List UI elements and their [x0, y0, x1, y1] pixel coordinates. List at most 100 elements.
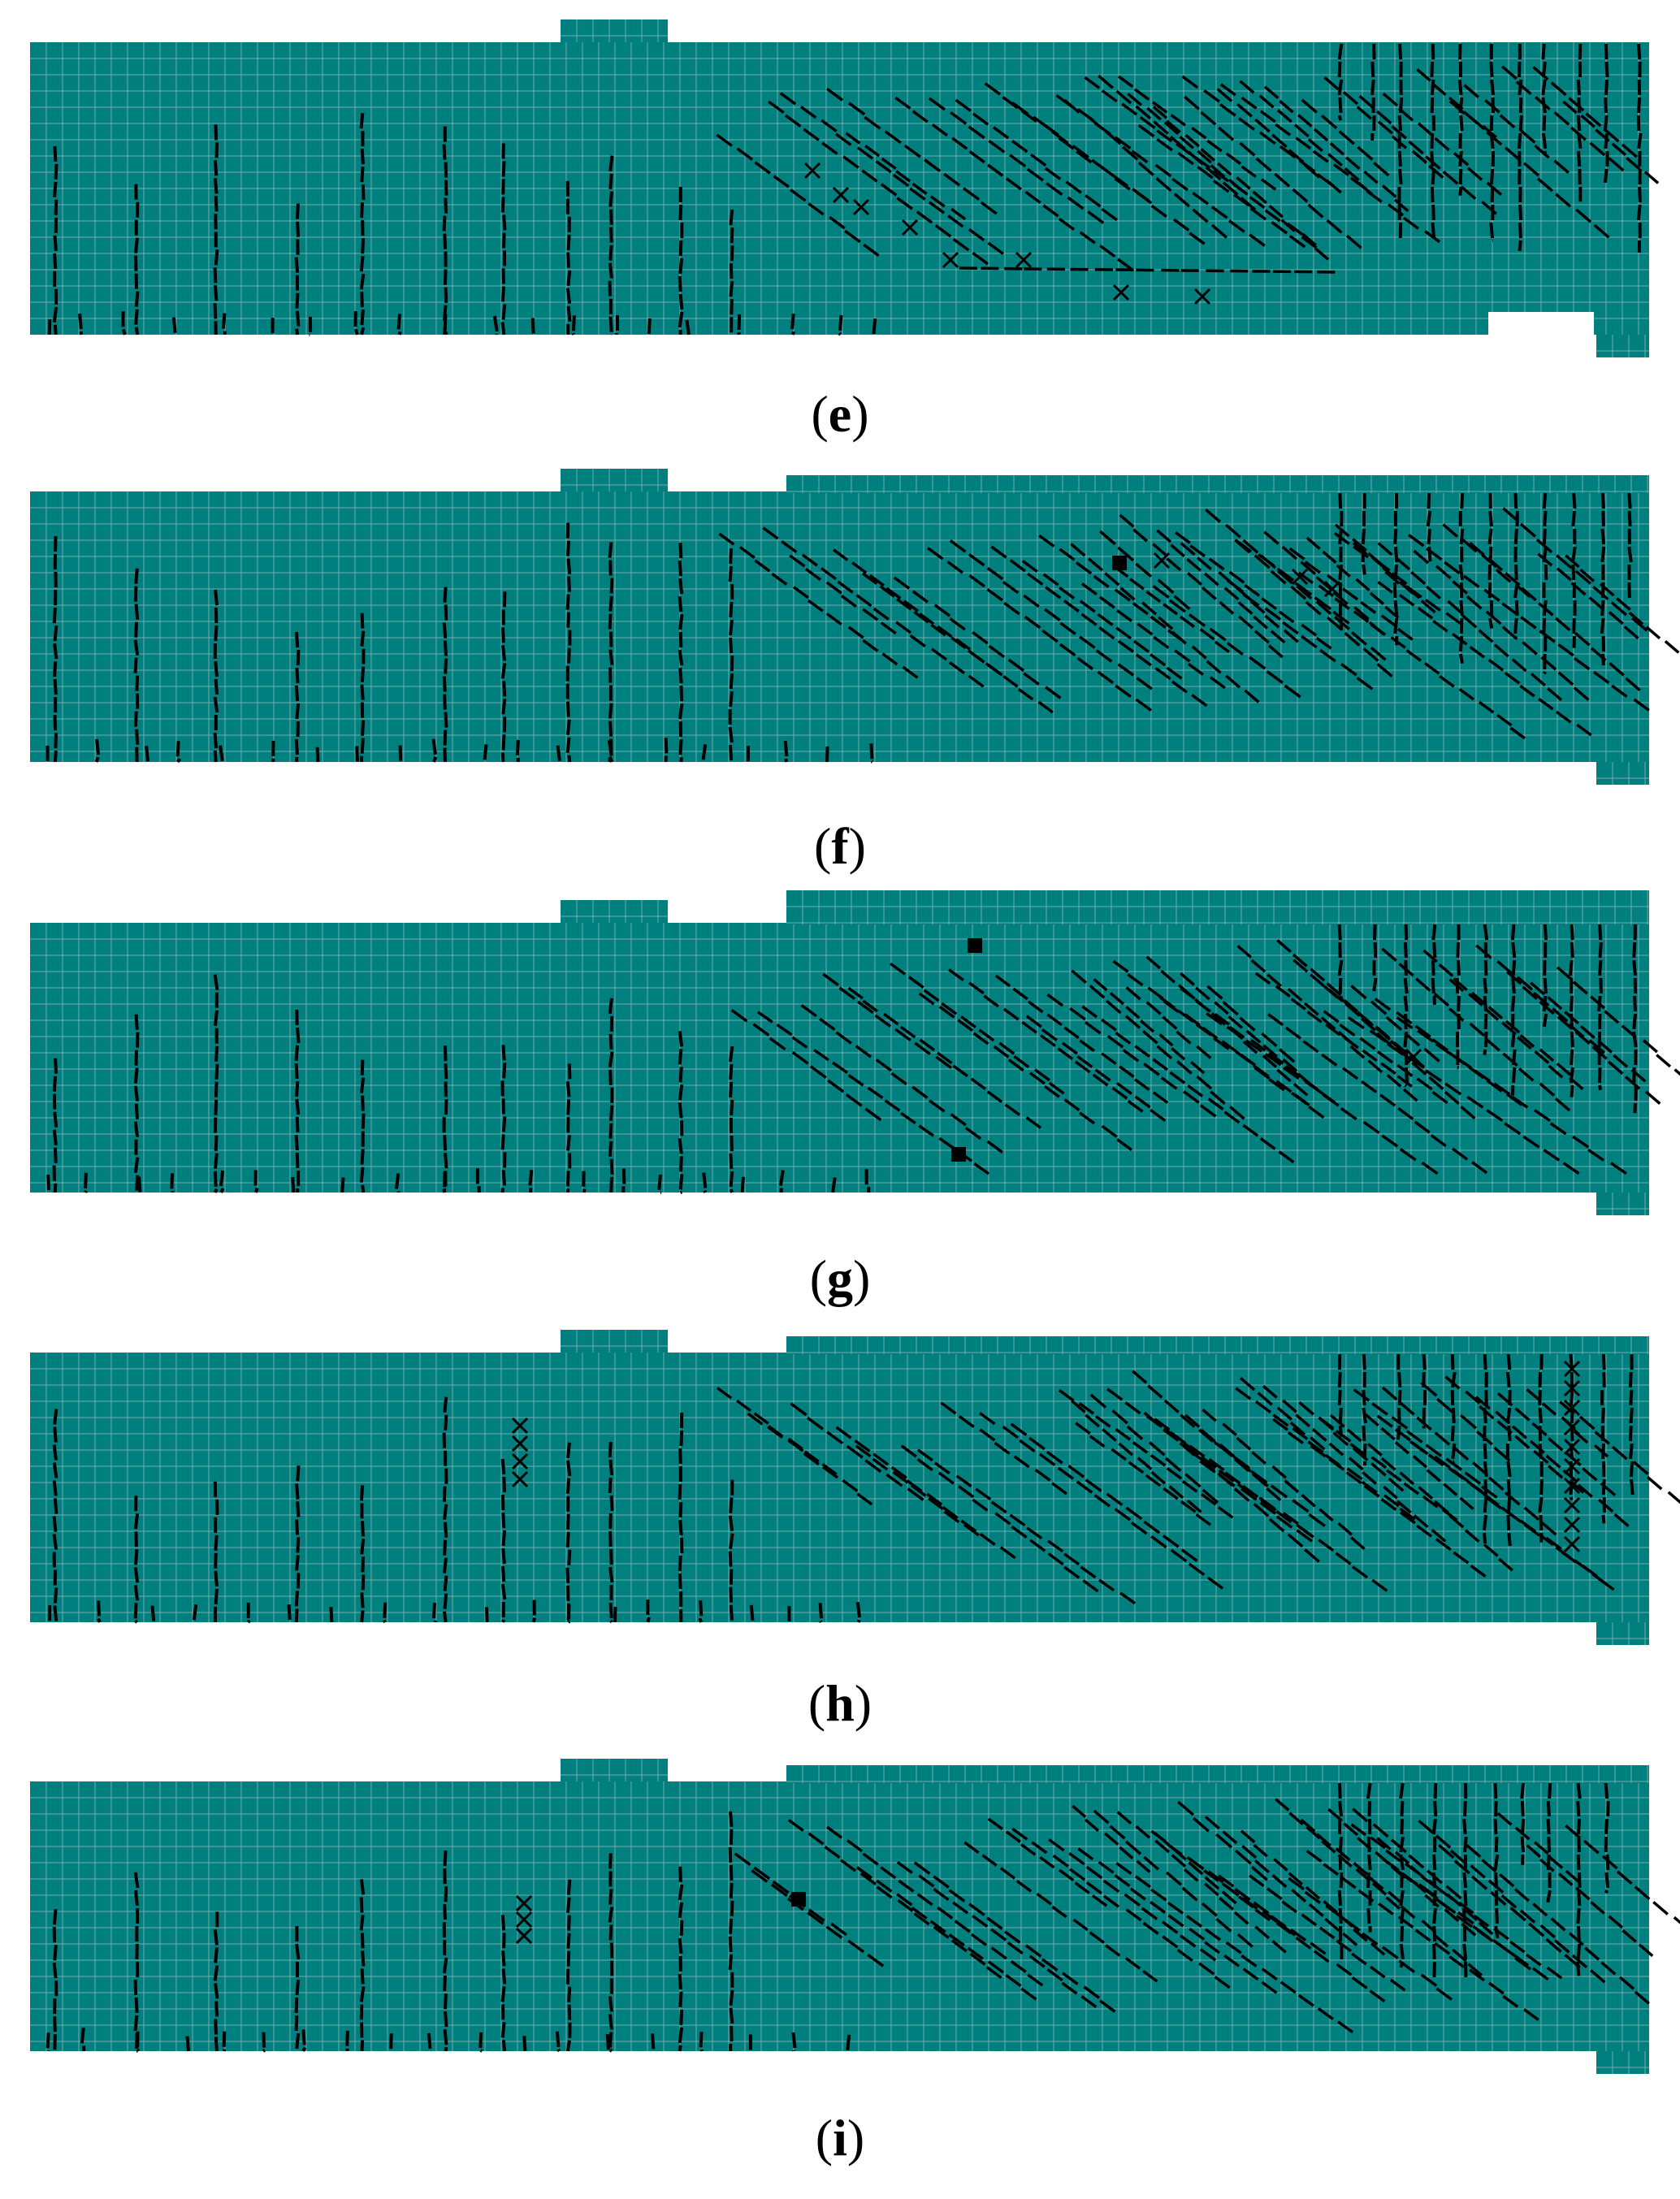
- crack-segment: [1579, 1025, 1596, 1039]
- crack-segment: [1523, 2008, 1539, 2022]
- crack-segment: [1015, 1880, 1033, 1893]
- crack-segment: [1576, 1943, 1582, 1960]
- crack-segment: [1210, 1012, 1227, 1026]
- crack-segment: [1418, 1820, 1434, 1834]
- crack-segment: [1438, 963, 1454, 977]
- crack-segment: [1253, 615, 1269, 630]
- crack-segment: [1462, 1943, 1468, 1960]
- crack-segment: [135, 1175, 140, 1191]
- crack-segment: [1399, 1854, 1405, 1871]
- crack-segment: [444, 1414, 448, 1431]
- crack-segment: [1254, 554, 1271, 569]
- crack-segment: [678, 1501, 683, 1518]
- crack-segment: [935, 1055, 952, 1070]
- crack-segment: [1351, 1976, 1368, 1989]
- crack-segment: [1048, 1081, 1065, 1095]
- crack-segment: [1604, 1818, 1609, 1835]
- crack-segment: [1577, 1872, 1582, 1889]
- crack-segment: [1249, 600, 1266, 614]
- crack-segment: [1339, 1872, 1344, 1889]
- crack-segment: [1432, 942, 1437, 959]
- crack-segment: [1257, 1392, 1273, 1406]
- crack-segment: [214, 196, 219, 212]
- crack-segment: [835, 1031, 852, 1045]
- crack-segment: [826, 1431, 844, 1445]
- crack-segment: [1202, 1488, 1219, 1504]
- crack-segment: [1292, 1426, 1309, 1440]
- crack-segment: [1432, 1943, 1436, 1960]
- crack-segment: [500, 2022, 506, 2038]
- crack-segment: [990, 1500, 1007, 1514]
- crack-segment: [1288, 1872, 1304, 1886]
- crack-segment: [1132, 528, 1149, 543]
- crack-segment: [1271, 1874, 1288, 1889]
- crack-segment: [730, 227, 734, 244]
- crack-segment: [134, 1997, 139, 2014]
- crack-segment: [1366, 1907, 1371, 1924]
- crack-segment: [729, 1586, 734, 1603]
- crack-segment: [1242, 1967, 1259, 1981]
- crack-segment: [1362, 1353, 1366, 1370]
- crack-segment: [1572, 980, 1588, 995]
- crack-segment: [1119, 1591, 1137, 1605]
- crack-segment: [1478, 629, 1494, 643]
- crack-segment: [1626, 156, 1641, 171]
- crack-segment: [1223, 1954, 1241, 1967]
- crack-segment: [1169, 1071, 1186, 1084]
- crack-segment: [214, 2019, 218, 2035]
- crack-segment: [1063, 98, 1080, 114]
- crack-segment: [1509, 726, 1526, 740]
- crack-segment: [1241, 165, 1257, 178]
- crack-segment: [565, 701, 570, 717]
- crack-segment: [1135, 698, 1153, 712]
- crack-segment: [970, 1933, 988, 1946]
- crack-segment: [1353, 1388, 1370, 1402]
- crack-segment: [1254, 118, 1271, 133]
- crack-segment: [1089, 1931, 1105, 1944]
- crack-segment: [1483, 1461, 1488, 1478]
- crack-segment: [808, 1908, 825, 1922]
- crack-segment: [359, 1915, 365, 1931]
- crack-segment: [838, 331, 842, 336]
- crack-segment: [1104, 1832, 1119, 1846]
- crack-segment: [962, 187, 981, 201]
- crack-segment: [1388, 1477, 1405, 1492]
- crack-segment: [1249, 196, 1266, 210]
- crack-segment: [729, 637, 734, 654]
- crack-segment: [657, 1174, 662, 1190]
- crack-segment: [984, 82, 1001, 96]
- crack-segment: [1076, 1054, 1093, 1068]
- crack-segment: [876, 1885, 893, 1899]
- crack-segment: [359, 1986, 366, 2002]
- crack-segment: [856, 146, 874, 160]
- crack-segment: [898, 1879, 915, 1893]
- crack-segment: [1444, 1090, 1460, 1106]
- crack-segment: [608, 1105, 614, 1121]
- crack-segment: [783, 740, 789, 757]
- crack-segment: [1150, 1888, 1167, 1902]
- crack-segment: [1492, 1939, 1510, 1953]
- crack-segment: [1466, 1479, 1483, 1493]
- crack-segment: [254, 1187, 259, 1193]
- crack-segment: [856, 1492, 873, 1506]
- crack-segment: [1444, 1082, 1462, 1096]
- crack-segment: [1361, 1480, 1378, 1494]
- crack-segment: [1106, 1492, 1124, 1507]
- crack-segment: [729, 1153, 734, 1170]
- crack-segment: [515, 739, 520, 755]
- crack-segment: [1180, 542, 1196, 556]
- crack-segment: [1379, 1093, 1396, 1107]
- crack-segment: [1512, 1953, 1529, 1967]
- crack-segment: [1166, 557, 1182, 572]
- crack-segment: [1513, 492, 1518, 509]
- crack-segment: [890, 962, 906, 976]
- crack-segment: [1469, 542, 1485, 556]
- crack-segment: [1317, 2007, 1334, 2020]
- crack-segment: [1272, 1418, 1289, 1431]
- crack-segment: [938, 1005, 955, 1019]
- crack-segment: [1435, 1987, 1453, 2001]
- crack-segment: [1160, 969, 1176, 984]
- crack-segment: [500, 1915, 506, 1931]
- crack-segment: [1466, 1844, 1482, 1859]
